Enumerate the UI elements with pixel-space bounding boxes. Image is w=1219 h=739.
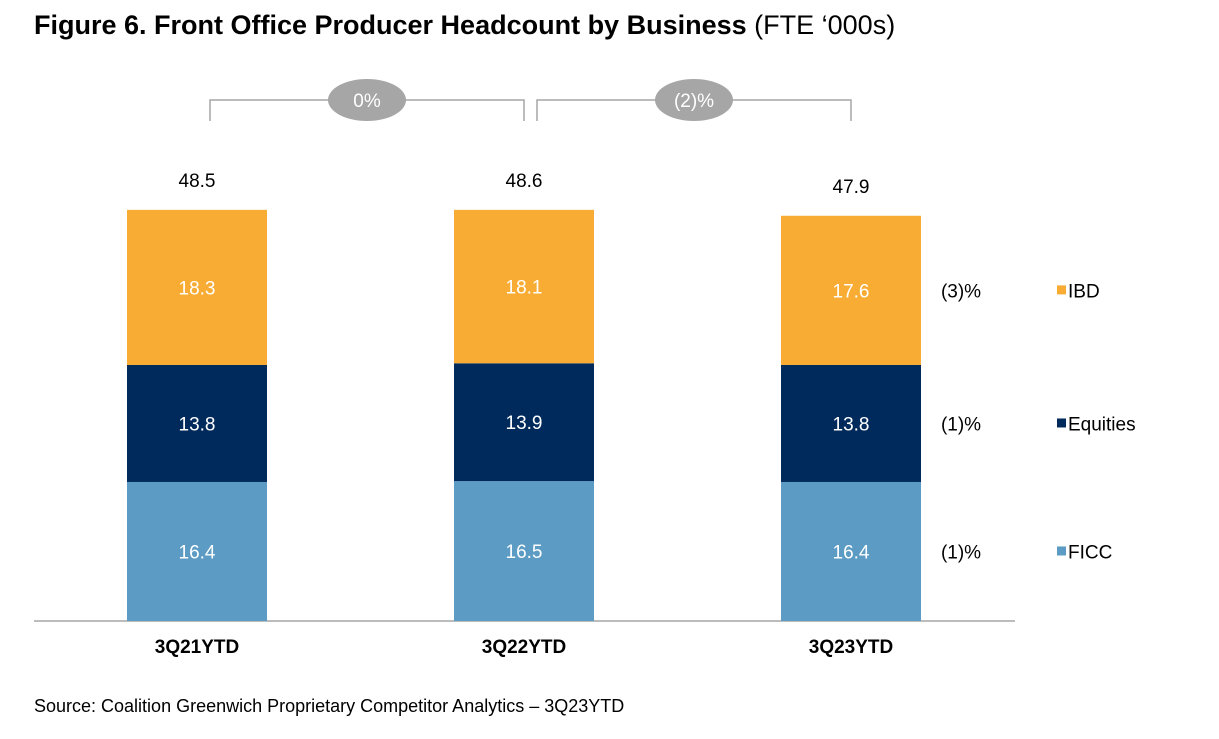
chart-title: Figure 6. Front Office Producer Headcoun… — [34, 10, 895, 41]
comparison-label: (2)% — [674, 91, 714, 112]
legend-swatch-ibd — [1057, 285, 1066, 295]
comparison-label: 0% — [353, 91, 381, 112]
total-label: 47.9 — [833, 177, 870, 198]
total-label: 48.5 — [179, 171, 216, 192]
bar-segment-ibd — [127, 209, 267, 365]
x-tick-label: 3Q22YTD — [482, 637, 566, 658]
bar-segment-ficc — [781, 481, 921, 621]
data-label: 16.4 — [179, 542, 216, 563]
change-label-ficc: (1)% — [941, 542, 981, 563]
bar-segment-equities — [127, 364, 267, 482]
bar-segment-equities — [781, 364, 921, 482]
chart-title-unit: (FTE ‘000s) — [754, 10, 896, 40]
data-label: 18.1 — [506, 278, 543, 299]
data-label: 18.3 — [179, 278, 216, 299]
change-label-ibd: (3)% — [941, 281, 981, 302]
bar-segment-ficc — [454, 481, 594, 621]
source-note: Source: Coalition Greenwich Proprietary … — [34, 696, 625, 716]
chart-title-main: Figure 6. Front Office Producer Headcoun… — [34, 10, 747, 40]
data-label: 13.8 — [179, 414, 216, 435]
legend-label-ficc: FICC — [1068, 542, 1112, 563]
data-label: 16.5 — [506, 542, 543, 563]
bar-segment-ficc — [127, 481, 267, 621]
data-label: 13.9 — [506, 413, 543, 434]
data-label: 17.6 — [833, 281, 870, 302]
bar-segment-ibd — [781, 215, 921, 365]
change-label-equities: (1)% — [941, 414, 981, 435]
data-label: 13.8 — [833, 414, 870, 435]
total-label: 48.6 — [506, 171, 543, 192]
legend-label-equities: Equities — [1068, 414, 1136, 435]
legend-label-ibd: IBD — [1068, 281, 1100, 302]
x-tick-label: 3Q21YTD — [155, 637, 239, 658]
bar-segment-ibd — [454, 209, 594, 364]
comparison-badge — [328, 79, 406, 121]
legend-swatch-equities — [1057, 418, 1066, 428]
x-tick-label: 3Q23YTD — [809, 637, 893, 658]
legend-swatch-ficc — [1057, 546, 1066, 556]
comparison-badge — [655, 79, 733, 121]
bar-segment-equities — [454, 363, 594, 482]
data-label: 16.4 — [833, 542, 870, 563]
